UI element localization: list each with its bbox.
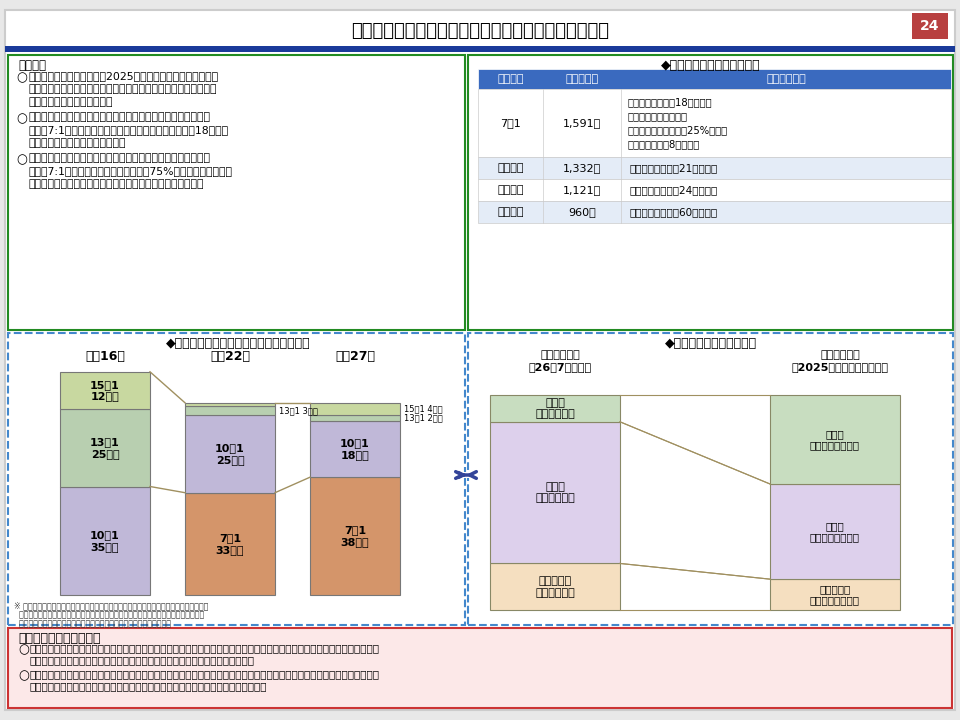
Text: 平成16年: 平成16年	[85, 350, 125, 363]
FancyBboxPatch shape	[185, 415, 275, 492]
FancyBboxPatch shape	[461, 472, 469, 478]
Text: 地域医療構想においては、2025年度に向けて、少子・高齢化: 地域医療構想においては、2025年度に向けて、少子・高齢化	[28, 71, 218, 81]
Text: 病院入院基本料（看護人員配置７：１）や、高度急性期機能とされる救命救急病床、特: 病院入院基本料（看護人員配置７：１）や、高度急性期機能とされる救命救急病床、特	[14, 610, 204, 619]
Text: 1,591点: 1,591点	[563, 118, 601, 128]
Text: ・在宅復帰率（8割以上）: ・在宅復帰率（8割以上）	[627, 139, 699, 149]
FancyBboxPatch shape	[8, 55, 465, 330]
Text: 7対1
38万床: 7対1 38万床	[341, 526, 370, 547]
FancyBboxPatch shape	[5, 10, 955, 710]
Text: 15対1 4万床: 15対1 4万床	[404, 405, 443, 413]
Text: 入院基本料: 入院基本料	[565, 74, 599, 84]
FancyBboxPatch shape	[310, 477, 400, 595]
Text: 10対1
25万床: 10対1 25万床	[215, 443, 245, 464]
Text: 以降急増し、最多となっている。: 以降急増し、最多となっている。	[28, 138, 126, 148]
FancyBboxPatch shape	[8, 333, 465, 625]
Text: 【改革の方向性】（案）: 【改革の方向性】（案）	[18, 632, 101, 645]
Text: ・平均在院日数（18日以内）: ・平均在院日数（18日以内）	[627, 97, 711, 107]
Text: 960点: 960点	[568, 207, 596, 217]
Text: 入院基本料ごとに具体的にどのような医療を提供しているか検証したうえで、看護職員配置ではなく、提供している医療の機: 入院基本料ごとに具体的にどのような医療を提供しているか検証したうえで、看護職員配…	[30, 669, 380, 679]
Text: 平成27年: 平成27年	[335, 350, 375, 363]
Text: 基本料について、重症度・看護必要度など算定要件の一層の厳格化を行うべき。: 基本料について、重症度・看護必要度など算定要件の一層の厳格化を行うべき。	[30, 655, 255, 665]
Text: 急性期
４０．１万床程度: 急性期 ４０．１万床程度	[810, 521, 860, 542]
Text: その他の要件: その他の要件	[766, 74, 805, 84]
Text: る。「7:1入院基本料」は、患者のうち75%については、どのよ: る。「7:1入院基本料」は、患者のうち75%については、どのよ	[28, 166, 232, 176]
Text: 一般病棟入院基本料は、看護職員の配置で基本的に点数が決ま: 一般病棟入院基本料は、看護職員の配置で基本的に点数が決ま	[28, 153, 210, 163]
Text: （基準を満たす患者が25%以上）: （基準を満たす患者が25%以上）	[627, 125, 727, 135]
FancyBboxPatch shape	[60, 487, 150, 595]
FancyBboxPatch shape	[185, 492, 275, 595]
Text: ○: ○	[16, 153, 27, 166]
FancyBboxPatch shape	[185, 402, 275, 406]
Text: 1,332点: 1,332点	[563, 163, 601, 173]
Text: ◆一般病棟入院基本料の届出病床数の推移: ◆一般病棟入院基本料の届出病床数の推移	[166, 337, 310, 350]
FancyBboxPatch shape	[770, 484, 900, 579]
Text: ・平均在院日数（21日以内）: ・平均在院日数（21日以内）	[629, 163, 717, 173]
Text: 1,121点: 1,121点	[563, 185, 601, 195]
Text: 定集中治療室、ハイケアユニット等の病床数は上記に含まれていない。: 定集中治療室、ハイケアユニット等の病床数は上記に含まれていない。	[14, 619, 171, 628]
Text: 地域医療構想の方向に沿った診療報酬（入院基本料）: 地域医療構想の方向に沿った診療報酬（入院基本料）	[351, 22, 609, 40]
Text: 13対1
25万床: 13対1 25万床	[90, 437, 120, 459]
Text: ・重症度・看護必要度: ・重症度・看護必要度	[627, 111, 687, 121]
FancyBboxPatch shape	[490, 395, 620, 422]
FancyBboxPatch shape	[478, 179, 951, 201]
FancyBboxPatch shape	[478, 157, 951, 179]
FancyBboxPatch shape	[478, 89, 951, 157]
Text: １３：１: １３：１	[497, 185, 524, 195]
FancyBboxPatch shape	[478, 201, 951, 223]
FancyBboxPatch shape	[310, 402, 400, 415]
Text: 10対1
18万床: 10対1 18万床	[340, 438, 370, 460]
FancyBboxPatch shape	[60, 409, 150, 487]
FancyBboxPatch shape	[490, 422, 620, 564]
FancyBboxPatch shape	[468, 55, 953, 330]
FancyBboxPatch shape	[185, 406, 275, 415]
FancyBboxPatch shape	[478, 69, 951, 89]
Text: 13対1 3万床: 13対1 3万床	[279, 406, 318, 415]
Text: ○: ○	[16, 112, 27, 125]
Text: 一方、診療報酬上は、急性期を念頭に高い報酬設定がなされて: 一方、診療報酬上は、急性期を念頭に高い報酬設定がなされて	[28, 112, 210, 122]
Text: １５：１: １５：１	[497, 207, 524, 217]
FancyBboxPatch shape	[310, 415, 400, 421]
Text: 能（高度急性期、急性期、回復期等）により評価される仕組みを目指していくべき。: 能（高度急性期、急性期、回復期等）により評価される仕組みを目指していくべき。	[30, 681, 268, 691]
FancyBboxPatch shape	[770, 579, 900, 610]
FancyBboxPatch shape	[310, 421, 400, 477]
Text: １０：１: １０：１	[497, 163, 524, 173]
Text: うな患者にどのような医療を提供しているかは問われない。: うな患者にどのような医療を提供しているかは問われない。	[28, 179, 204, 189]
FancyBboxPatch shape	[770, 395, 900, 484]
Text: ※ 近年増加している回復期リハビリテーション病床・地域包括ケア病床のほか、特定機能: ※ 近年増加している回復期リハビリテーション病床・地域包括ケア病床のほか、特定機…	[14, 601, 208, 610]
Text: 地域医療構想
（2025年時点・推計結果）: 地域医療構想 （2025年時点・推計結果）	[791, 350, 889, 372]
Text: 13対1 2万床: 13対1 2万床	[404, 414, 443, 423]
Text: 高度急性期
１３．０万床程度: 高度急性期 １３．０万床程度	[810, 584, 860, 606]
FancyBboxPatch shape	[912, 13, 948, 39]
Text: ○: ○	[16, 71, 27, 84]
Text: ・平均在院日数（60日以内）: ・平均在院日数（60日以内）	[629, 207, 717, 217]
Text: いる「7:1入院基本料」を算定する病床が、導入（平成18年度）: いる「7:1入院基本料」を算定する病床が、導入（平成18年度）	[28, 125, 228, 135]
FancyBboxPatch shape	[8, 628, 952, 708]
Text: 7対1
33万床: 7対1 33万床	[216, 533, 244, 554]
Text: ○: ○	[18, 643, 29, 656]
Text: ◆一般病棟入院基本料の概要: ◆一般病棟入院基本料の概要	[661, 59, 761, 72]
Text: 平成22年: 平成22年	[210, 350, 250, 363]
Text: 10対1
35万床: 10対1 35万床	[90, 530, 120, 552]
Text: ◆将来求められる医療機能: ◆将来求められる医療機能	[665, 337, 757, 350]
FancyBboxPatch shape	[5, 46, 955, 52]
Text: ・平均在院日数（24日以内）: ・平均在院日数（24日以内）	[629, 185, 717, 195]
Text: 地域医療構想において、将来の少子高齢化を踏まえて急性期から回復期への転換が求められていることも踏まえ、７：１入院: 地域医療構想において、将来の少子高齢化を踏まえて急性期から回復期への転換が求めら…	[30, 643, 380, 653]
FancyBboxPatch shape	[490, 564, 620, 610]
Text: 看護配置: 看護配置	[497, 74, 524, 84]
Text: 増加することとされている。: 増加することとされている。	[28, 97, 112, 107]
Text: 7：1: 7：1	[500, 118, 521, 128]
Text: の進展により、急性期や高度急性期のニーズは減少し、回復期が: の進展により、急性期や高度急性期のニーズは減少し、回復期が	[28, 84, 217, 94]
FancyBboxPatch shape	[60, 372, 150, 409]
Text: 病床機能報告
（26年7月時点）: 病床機能報告 （26年7月時点）	[528, 350, 591, 372]
Text: 回復期
１１．０万床: 回復期 １１．０万床	[535, 397, 575, 419]
Text: 急性期
５８．１万床: 急性期 ５８．１万床	[535, 482, 575, 503]
Text: 15対1
12万床: 15対1 12万床	[90, 379, 120, 401]
Text: 高度急性期
１９．１万床: 高度急性期 １９．１万床	[535, 576, 575, 598]
Text: ○: ○	[18, 669, 29, 682]
FancyBboxPatch shape	[468, 333, 953, 625]
Text: 【論点】: 【論点】	[18, 59, 46, 72]
Text: 回復期
３７．５万床程度: 回復期 ３７．５万床程度	[810, 428, 860, 450]
Text: 24: 24	[921, 19, 940, 33]
